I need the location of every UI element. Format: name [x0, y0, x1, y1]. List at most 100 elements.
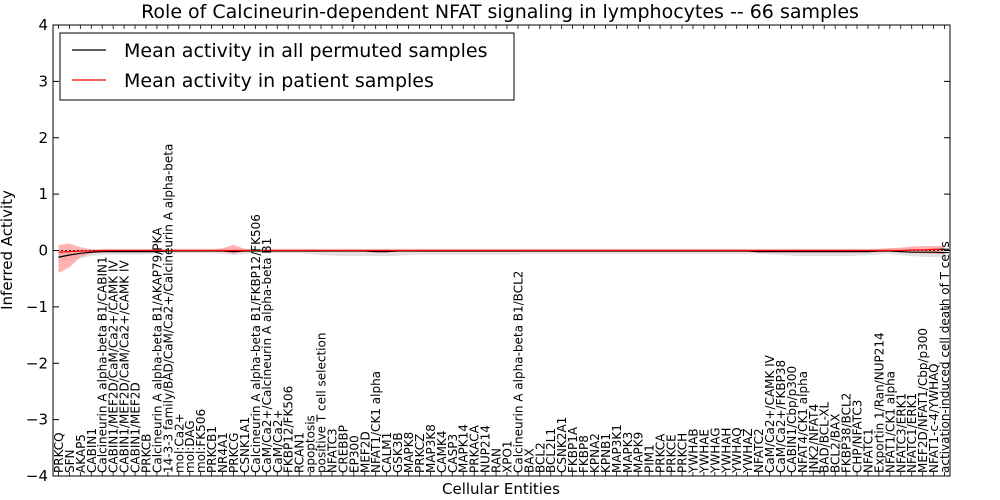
- y-tick-label: 3: [38, 72, 48, 90]
- series-lines: [58, 248, 945, 258]
- y-tick-label: 4: [38, 16, 48, 34]
- chart-title: Role of Calcineurin-dependent NFAT signa…: [141, 1, 859, 23]
- y-axis-ticks: 4 3 2 1 0 −1 −2 −3 −4: [26, 16, 950, 485]
- x-tick-label: mol:FK506: [194, 409, 208, 473]
- x-tick-label: NFATC1/ERK1: [905, 393, 919, 473]
- x-tick-label: Calcineurin A alpha-beta B1/CABIN1: [96, 256, 110, 473]
- x-tick-label: YWHAG: [708, 427, 722, 474]
- x-tick-label: MEF2D/NFAT1/Cbp/p300: [916, 328, 930, 473]
- y-tick-label: −1: [26, 298, 48, 316]
- x-tick-label: MEF2D: [358, 431, 372, 473]
- legend: Mean activity in all permuted samples Me…: [59, 32, 515, 101]
- x-tick-label: XPO1: [500, 440, 514, 473]
- band-mean-activity-in-all-permuted-samples: [58, 248, 945, 263]
- x-tick-label: NFAT1/CK1 alpha: [883, 371, 897, 473]
- x-tick-label: MAP3K8: [424, 424, 438, 473]
- x-tick-label: GSK3B: [391, 432, 405, 473]
- series-line-mean-activity-in-patient-samples: [58, 248, 945, 253]
- x-tick-label: BCL2L1: [544, 428, 558, 473]
- x-tick-label: NFAT4/CK1 alpha: [796, 371, 810, 473]
- y-tick-label: −4: [26, 467, 48, 485]
- x-tick-label: NFATC3/ERK1: [894, 393, 908, 473]
- x-tick-label: Calcineurin A alpha-beta B1/BCL2: [511, 271, 525, 473]
- x-tick-label: NFAT1/CK1 alpha: [369, 371, 383, 473]
- x-tick-label: CAMK4: [435, 431, 449, 473]
- x-tick-label: BCL2/BAX: [829, 414, 843, 473]
- legend-label-patient: Mean activity in patient samples: [124, 70, 434, 92]
- x-tick-label: CABIN1/MEF2D/CaM/Ca2+/CAMK IV: [118, 259, 132, 473]
- x-tick-label: MAPK8: [402, 432, 416, 473]
- x-tick-label: BAX: [522, 448, 536, 473]
- x-tick-label: RCAN1: [293, 432, 307, 473]
- x-tick-label: Calcineurin A alpha-beta B1/AKAP79/PKA: [150, 227, 164, 473]
- x-tick-label: JNK2/NFAT4: [807, 404, 821, 474]
- x-tick-label: CSNK2A1: [555, 417, 569, 473]
- x-tick-label: PRKCE: [665, 434, 679, 473]
- x-tick-label: mol:DAG: [183, 420, 197, 473]
- y-tick-label: 1: [38, 185, 48, 203]
- x-tick-label: MAPK9: [632, 432, 646, 473]
- x-tick-label: Calcineurin A alpha-beta B1/FKBP12/FK506: [249, 214, 263, 473]
- x-tick-label: KPNA2: [588, 433, 602, 473]
- x-tick-label: YWHAB: [686, 428, 700, 474]
- x-axis-label: Cellular Entities: [442, 480, 560, 498]
- x-tick-label: CASP3: [446, 434, 460, 473]
- x-tick-label: KPNB1: [599, 433, 613, 473]
- x-tick-label: CABIN1/MEF2D: [129, 382, 143, 473]
- x-tick-label: PIM1: [643, 444, 657, 473]
- x-tick-label: NUP214: [479, 425, 493, 473]
- x-tick-label: FKBP1A: [566, 426, 580, 473]
- x-tick-label: PRKCZ: [413, 434, 427, 473]
- y-axis-label: Inferred Activity: [0, 190, 16, 310]
- x-tick-label: CABIN1: [85, 428, 99, 473]
- x-tick-label: positive T cell selection: [315, 333, 329, 473]
- x-tick-label: PRKCB1: [205, 426, 219, 473]
- y-tick-label: −3: [26, 411, 48, 429]
- x-tick-label: BCL2: [533, 442, 547, 473]
- x-tick-label: PRKCB: [139, 434, 153, 473]
- x-tick-label: EP300: [347, 435, 361, 473]
- y-tick-label: 0: [38, 242, 48, 260]
- x-tick-label: CaM/Ca2+/FKBP38: [774, 360, 788, 473]
- y-tick-label: −2: [26, 354, 48, 372]
- x-tick-label: PRKCQ: [52, 432, 66, 473]
- x-tick-label: CABIN1/MEF2D/CaM/Ca2+/CAMK IV: [107, 259, 121, 473]
- x-tick-label: AKAP5: [74, 434, 88, 473]
- x-tick-label: PRKCH: [675, 433, 689, 473]
- x-tick-label: RAN: [490, 448, 504, 473]
- x-tick-label: MAP3K1: [610, 424, 624, 473]
- x-tick-label: PRKCA: [654, 433, 668, 473]
- x-tick-label: FKBP12/FK506: [282, 386, 296, 473]
- legend-box: [59, 32, 515, 101]
- x-tick-label: NR4A1: [216, 432, 230, 473]
- y-tick-label: 2: [38, 129, 48, 147]
- x-tick-label: CREBBP: [336, 425, 350, 473]
- x-tick-label: CSNK1A1: [238, 417, 252, 473]
- x-tick-label: YWHAZ: [741, 428, 755, 474]
- x-tick-label: Exportin 1/Ran/NUP214: [872, 332, 886, 473]
- x-tick-label: FKBP38/BCL2: [840, 393, 854, 473]
- x-tick-label: CaM/Ca2+/Calcineurin A alpha-beta B1: [260, 238, 274, 473]
- x-tick-label: NFATC2: [752, 428, 766, 473]
- x-tick-label: CALM1: [380, 432, 394, 473]
- x-tick-label: mol:Ca2+: [172, 413, 186, 473]
- x-tick-label: NFATC1: [861, 428, 875, 473]
- x-tick-label: apoptosis: [304, 415, 318, 473]
- x-tick-label: activation-induced cell death of T cells: [938, 241, 952, 473]
- legend-label-permuted: Mean activity in all permuted samples: [124, 40, 487, 62]
- x-tick-label: NFAT1-c-4/YWHAQ: [927, 363, 941, 473]
- x-tick-label: CaM/Ca2+/CAMK IV: [763, 354, 777, 473]
- x-tick-label: CABIN1/Cbp/p300: [785, 366, 799, 473]
- x-tick-label: MAPK14: [457, 424, 471, 473]
- x-tick-label: BAD/BCL-XL: [818, 401, 832, 473]
- x-tick-label: CHP/NFATC3: [851, 400, 865, 473]
- x-tick-label: FKBP8: [577, 435, 591, 473]
- x-axis-ticks: [58, 25, 945, 476]
- x-tick-label: YWHAQ: [730, 427, 744, 474]
- x-tick-label: NFATC3: [325, 428, 339, 473]
- x-tick-label: YWHAH: [719, 428, 733, 474]
- x-tick-label: MAPK3: [621, 432, 635, 473]
- x-tick-label: CaM/Ca2+: [271, 409, 285, 473]
